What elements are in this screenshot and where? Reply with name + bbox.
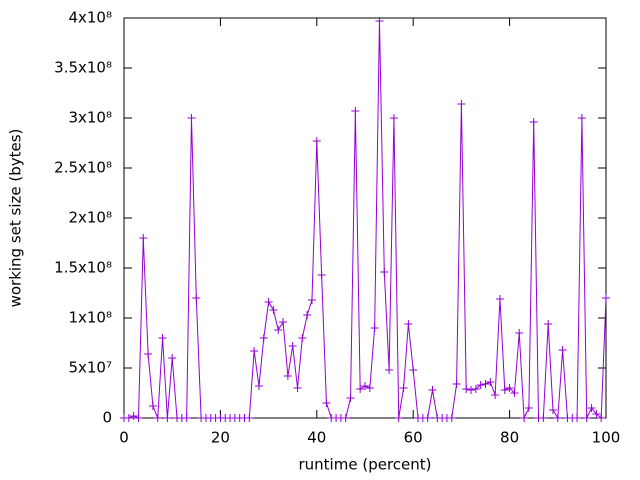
data-point — [471, 385, 480, 393]
data-point — [312, 137, 321, 145]
data-point — [447, 414, 456, 422]
data-point — [495, 295, 504, 303]
data-point — [254, 382, 263, 390]
data-point — [573, 414, 582, 422]
data-point — [404, 320, 413, 328]
data-point — [124, 414, 133, 422]
data-point — [529, 118, 538, 126]
data-point — [365, 384, 374, 392]
data-point — [168, 354, 177, 362]
data-point — [269, 306, 278, 314]
data-point — [375, 17, 384, 25]
y-tick-label: 3.5x10⁸ — [54, 59, 112, 77]
data-point — [356, 385, 365, 393]
y-tick-label: 2x10⁸ — [68, 209, 112, 227]
data-point — [548, 406, 557, 414]
data-point — [476, 381, 485, 389]
x-tick-label: 100 — [592, 429, 621, 447]
data-point — [602, 294, 610, 302]
data-point — [505, 384, 514, 392]
data-point — [370, 324, 379, 332]
x-tick-label: 20 — [211, 429, 230, 447]
data-point — [351, 107, 360, 115]
data-point — [457, 100, 466, 108]
x-axis-label: runtime (percent) — [299, 456, 432, 474]
data-point — [423, 414, 432, 422]
data-point — [288, 342, 297, 350]
data-point — [491, 391, 500, 399]
data-point — [520, 414, 529, 422]
data-point — [582, 414, 591, 422]
x-tick-label: 40 — [307, 429, 326, 447]
data-line — [124, 20, 607, 420]
data-point — [245, 414, 254, 422]
data-point — [283, 372, 292, 380]
data-point — [481, 380, 490, 388]
data-point — [361, 382, 369, 390]
data-point — [462, 385, 471, 393]
data-point — [341, 414, 350, 422]
x-tick-label: 60 — [404, 429, 423, 447]
y-tick-label: 5x10⁷ — [68, 359, 112, 377]
data-point — [307, 296, 316, 304]
y-axis-label: working set size (bytes) — [7, 129, 25, 308]
data-point — [577, 114, 586, 122]
data-point — [597, 414, 606, 422]
data-point — [264, 298, 273, 306]
y-tick-label: 0 — [102, 409, 112, 427]
data-point — [452, 380, 461, 388]
data-point — [134, 414, 143, 422]
data-point — [274, 326, 283, 334]
data-point — [293, 384, 302, 392]
data-point — [279, 318, 288, 326]
data-point — [592, 410, 601, 418]
data-point — [553, 414, 562, 422]
x-tick-label: 80 — [500, 429, 519, 447]
data-point — [544, 320, 553, 328]
y-tick-label: 2.5x10⁸ — [54, 159, 112, 177]
data-point — [303, 311, 312, 319]
data-point — [587, 404, 596, 412]
data-point — [389, 114, 398, 122]
data-point — [539, 414, 548, 422]
data-point — [259, 334, 268, 342]
data-point — [510, 389, 519, 397]
data-point — [346, 394, 355, 402]
data-point — [317, 271, 326, 279]
data-point — [144, 350, 153, 358]
y-tick-label: 4x10⁸ — [68, 9, 112, 27]
data-point — [163, 414, 172, 422]
data-point — [428, 386, 437, 394]
data-point — [153, 414, 162, 422]
y-tick-label: 1x10⁸ — [68, 309, 112, 327]
data-point — [187, 114, 196, 122]
x-tick-label: 0 — [119, 429, 129, 447]
data-point — [500, 386, 509, 394]
data-point — [129, 412, 138, 420]
data-point — [394, 414, 403, 422]
data-point — [467, 386, 476, 394]
data-point — [558, 346, 567, 354]
data-point — [182, 414, 191, 422]
plot-border — [123, 17, 607, 419]
data-point — [148, 402, 157, 410]
data-point — [298, 334, 307, 342]
data-point — [385, 366, 394, 374]
data-point — [380, 268, 389, 276]
data-point — [158, 334, 167, 342]
data-point — [250, 347, 259, 355]
data-point — [322, 399, 331, 407]
y-tick-label: 3x10⁸ — [68, 109, 112, 127]
data-point — [486, 378, 495, 386]
data-point — [192, 294, 201, 302]
data-point — [399, 384, 408, 392]
data-point — [515, 329, 524, 337]
data-point — [139, 234, 148, 242]
data-point — [524, 404, 533, 412]
data-point — [409, 366, 418, 374]
y-tick-label: 1.5x10⁸ — [54, 259, 112, 277]
